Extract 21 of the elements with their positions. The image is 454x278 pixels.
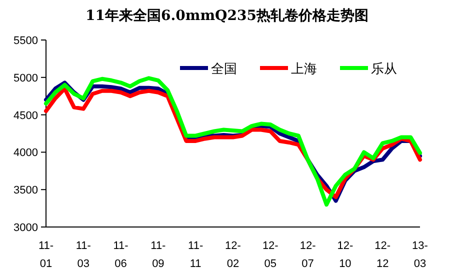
x-tick-label: 12-02 (225, 240, 242, 270)
x-tick-label: 11-09 (150, 240, 166, 270)
x-tick-label: 12-10 (337, 240, 354, 270)
y-tick-label: 5500 (14, 35, 38, 47)
y-tick-label: 3500 (14, 184, 38, 197)
legend-label: 全国 (211, 61, 237, 76)
x-tick-label: 13-03 (412, 240, 428, 270)
x-tick-label: 12-12 (374, 240, 391, 270)
x-tick-label: 11-03 (76, 240, 92, 270)
y-tick-label: 4000 (14, 147, 38, 160)
chart-title: 11年来全国6.0mmQ235热轧卷价格走势图 (86, 8, 368, 24)
x-tick-label: 11-01 (38, 240, 54, 270)
x-tick-label: 12-05 (262, 240, 279, 270)
y-tick-label: 4500 (14, 110, 38, 122)
x-tick-label: 11-11 (188, 240, 204, 270)
y-tick-label: 3000 (14, 222, 38, 234)
legend-label: 上海 (291, 61, 317, 76)
y-tick-label: 5000 (14, 72, 38, 84)
x-tick-label: 12-07 (300, 240, 316, 270)
x-tick-label: 11-06 (113, 240, 129, 270)
legend-label: 乐从 (371, 61, 397, 76)
